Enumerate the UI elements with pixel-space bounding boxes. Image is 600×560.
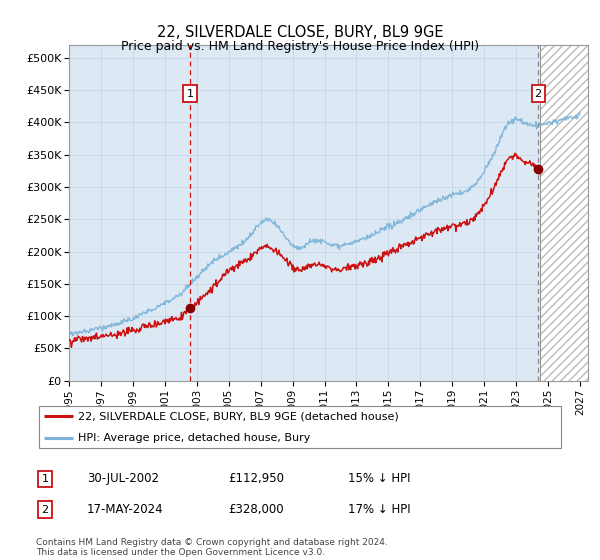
Text: 22, SILVERDALE CLOSE, BURY, BL9 9GE: 22, SILVERDALE CLOSE, BURY, BL9 9GE — [157, 25, 443, 40]
Text: 1: 1 — [187, 88, 194, 99]
Text: £328,000: £328,000 — [228, 503, 284, 516]
Text: Contains HM Land Registry data © Crown copyright and database right 2024.
This d: Contains HM Land Registry data © Crown c… — [36, 538, 388, 557]
Text: 15% ↓ HPI: 15% ↓ HPI — [348, 472, 410, 486]
Text: Price paid vs. HM Land Registry's House Price Index (HPI): Price paid vs. HM Land Registry's House … — [121, 40, 479, 53]
Text: 17-MAY-2024: 17-MAY-2024 — [87, 503, 164, 516]
Text: HPI: Average price, detached house, Bury: HPI: Average price, detached house, Bury — [78, 433, 311, 443]
Text: 1: 1 — [41, 474, 49, 484]
Text: 2: 2 — [535, 88, 542, 99]
Text: 17% ↓ HPI: 17% ↓ HPI — [348, 503, 410, 516]
FancyBboxPatch shape — [38, 405, 562, 449]
Bar — [540, 45, 588, 381]
Text: 2: 2 — [41, 505, 49, 515]
Bar — [540, 45, 588, 381]
Text: £112,950: £112,950 — [228, 472, 284, 486]
Text: 22, SILVERDALE CLOSE, BURY, BL9 9GE (detached house): 22, SILVERDALE CLOSE, BURY, BL9 9GE (det… — [78, 411, 399, 421]
Text: 30-JUL-2002: 30-JUL-2002 — [87, 472, 159, 486]
